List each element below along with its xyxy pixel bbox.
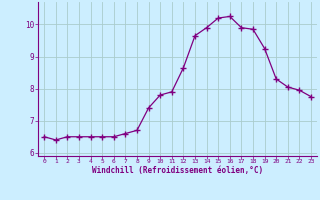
X-axis label: Windchill (Refroidissement éolien,°C): Windchill (Refroidissement éolien,°C) [92, 166, 263, 175]
